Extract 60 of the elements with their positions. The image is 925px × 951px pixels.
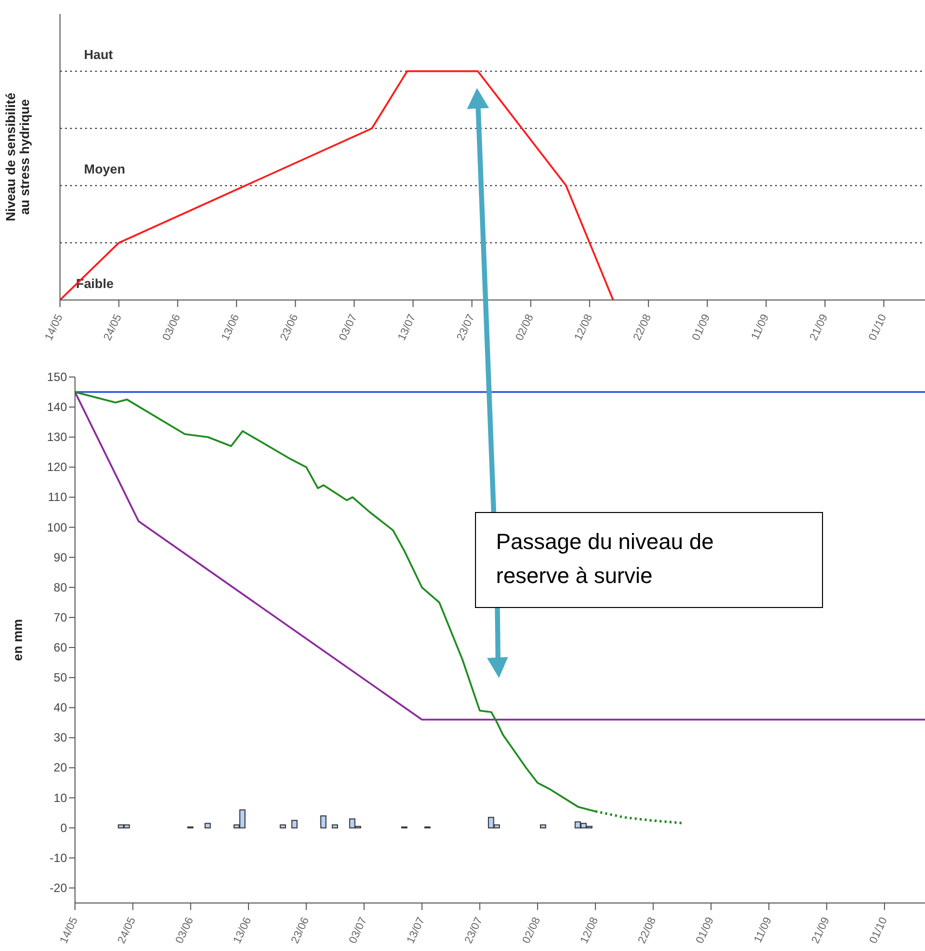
- x-tick-label: 23/06: [289, 915, 312, 946]
- y-tick-label: 20: [54, 760, 68, 775]
- x-tick-label: 23/07: [462, 915, 486, 946]
- ref-line-label: Haut: [84, 47, 114, 62]
- x-tick-label: 22/08: [631, 312, 654, 342]
- x-tick-label: 21/09: [808, 312, 830, 342]
- x-tick-label: 13/07: [396, 312, 418, 342]
- y-tick-label: 140: [46, 400, 68, 414]
- x-tick-label: 01/10: [866, 312, 890, 342]
- x-tick-label: 24/05: [102, 312, 124, 342]
- x-tick-label: 14/05: [42, 312, 66, 342]
- x-tick-label: 13/06: [231, 915, 254, 946]
- y-axis-title: Niveau de sensibilité au stress hydrique: [3, 92, 32, 222]
- x-tick-label: 01/09: [690, 312, 713, 342]
- y-tick-label: 40: [54, 700, 68, 715]
- bar: [332, 824, 338, 828]
- x-tick-label: 02/08: [514, 312, 536, 342]
- y-tick-label: 30: [54, 730, 68, 745]
- y-tick-label: 120: [46, 460, 68, 474]
- bar: [291, 820, 298, 828]
- x-tick-label: 11/09: [752, 915, 774, 945]
- x-tick-label: 12/08: [572, 312, 596, 342]
- x-tick-label: 03/07: [337, 312, 360, 342]
- x-tick-label: 24/05: [116, 915, 138, 946]
- y-axis-title: en mm: [10, 619, 25, 661]
- x-tick-label: 01/10: [867, 915, 890, 946]
- x-tick-label: 14/05: [58, 915, 80, 946]
- x-tick-label: 23/07: [454, 312, 478, 342]
- x-tick-label: 03/06: [160, 312, 184, 342]
- y-tick-label: 150: [46, 370, 68, 384]
- bar: [540, 824, 546, 828]
- y-tick-label: 70: [54, 610, 68, 624]
- x-tick-label: 03/07: [347, 915, 370, 946]
- annotation: Faible: [76, 276, 114, 291]
- y-tick-label: 130: [46, 430, 68, 444]
- x-tick-label: 22/08: [636, 915, 659, 946]
- x-tick-label: 11/09: [749, 312, 772, 342]
- x-tick-label: 13/06: [219, 312, 242, 342]
- y-tick-label: -20: [50, 880, 68, 895]
- x-tick-label: 01/09: [694, 915, 716, 946]
- x-tick-label: 23/06: [278, 312, 301, 342]
- x-tick-label: 12/08: [578, 915, 601, 946]
- x-tick-label: 02/08: [520, 915, 544, 946]
- y-tick-label: 110: [48, 490, 68, 504]
- ref-line-label: Moyen: [84, 162, 126, 177]
- y-tick-label: 80: [54, 580, 68, 594]
- y-tick-label: 10: [54, 790, 68, 805]
- annotation: Passage du niveau de reserve à survie: [475, 512, 823, 608]
- y-tick-label: -10: [50, 850, 68, 865]
- y-tick-label: 60: [54, 640, 68, 655]
- y-tick-label: 0: [60, 820, 68, 835]
- x-tick-label: 21/09: [810, 915, 832, 946]
- x-tick-label: 13/07: [404, 915, 428, 946]
- y-tick-label: 90: [54, 550, 68, 564]
- bar: [204, 822, 211, 828]
- y-tick-label: 100: [46, 520, 68, 534]
- y-tick-label: 50: [54, 670, 68, 685]
- bar: [280, 824, 286, 828]
- x-tick-label: 03/06: [174, 915, 196, 946]
- bar: [320, 815, 326, 828]
